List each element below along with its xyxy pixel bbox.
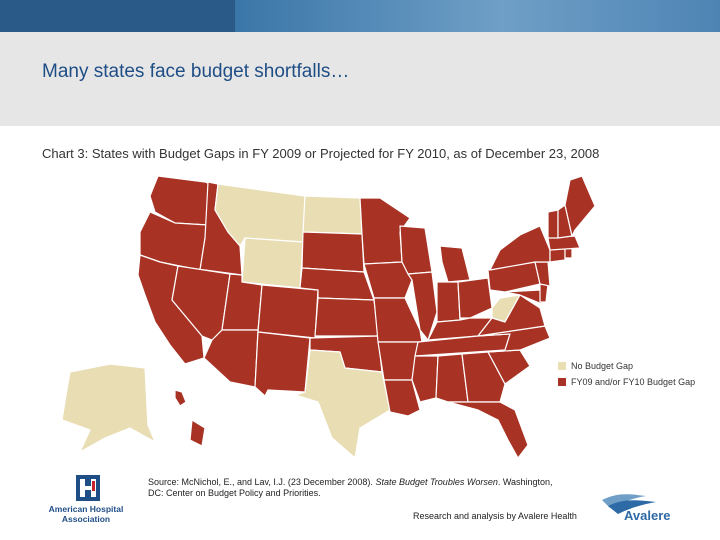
state-florida — [447, 401, 529, 459]
state-maryland — [504, 289, 543, 305]
source-citation: Source: McNichol, E., and Lav, I.J. (23 … — [148, 477, 568, 499]
state-colorado — [257, 284, 319, 339]
title-panel — [0, 32, 720, 126]
aha-name-line1: American Hospital — [48, 504, 124, 514]
chart-subtitle: Chart 3: States with Budget Gaps in FY 2… — [42, 146, 600, 161]
state-louisiana — [383, 379, 421, 417]
state-alaska — [61, 363, 156, 453]
state-delaware — [539, 283, 549, 303]
state-new-mexico — [254, 331, 311, 397]
state-missouri — [373, 297, 423, 343]
state-hawaii-islands — [174, 389, 187, 407]
state-maine — [564, 175, 596, 237]
page-title: Many states face budget shortfalls… — [42, 61, 350, 82]
state-north-dakota — [302, 195, 363, 235]
state-michigan — [439, 245, 471, 283]
legend-swatch-no-gap — [558, 362, 566, 370]
state-indiana — [436, 281, 461, 323]
source-suffix: . Washington, DC: Center on Budget Polic… — [148, 477, 553, 498]
source-prefix: Source: McNichol, E., and Lav, I.J. (23 … — [148, 477, 376, 487]
legend-item-gap: FY09 and/or FY10 Budget Gap — [558, 374, 695, 390]
state-vermont — [547, 209, 559, 239]
map-legend: No Budget Gap FY09 and/or FY10 Budget Ga… — [558, 358, 695, 390]
state-virginia — [477, 294, 546, 337]
state-wyoming — [241, 237, 304, 289]
avalere-name: Avalere — [624, 508, 671, 523]
state-ohio — [457, 277, 493, 319]
aha-logo-icon — [76, 475, 100, 501]
legend-label-no-gap: No Budget Gap — [571, 361, 634, 371]
state-hawaii-main — [189, 419, 206, 447]
state-arkansas — [377, 341, 419, 381]
legend-item-no-gap: No Budget Gap — [558, 358, 695, 374]
header-band-left — [0, 0, 235, 32]
header-band-decoration — [235, 0, 720, 32]
legend-label-gap: FY09 and/or FY10 Budget Gap — [571, 377, 696, 387]
state-kansas — [314, 297, 379, 337]
state-south-dakota — [301, 231, 365, 273]
aha-name-line2: Association — [61, 514, 111, 524]
header-band — [0, 0, 720, 32]
aha-name: American Hospital Association — [40, 504, 132, 524]
source-title: State Budget Troubles Worsen — [375, 477, 498, 487]
state-california — [137, 254, 205, 365]
state-iowa — [363, 261, 413, 299]
state-wisconsin — [399, 225, 433, 275]
state-texas — [294, 349, 391, 459]
research-credit: Research and analysis by Avalere Health — [413, 511, 577, 521]
us-budget-gap-map — [61, 175, 596, 459]
avalere-logo-icon — [602, 494, 656, 514]
legend-swatch-gap — [558, 378, 566, 386]
state-mississippi — [411, 355, 439, 403]
state-north-carolina — [477, 325, 551, 353]
